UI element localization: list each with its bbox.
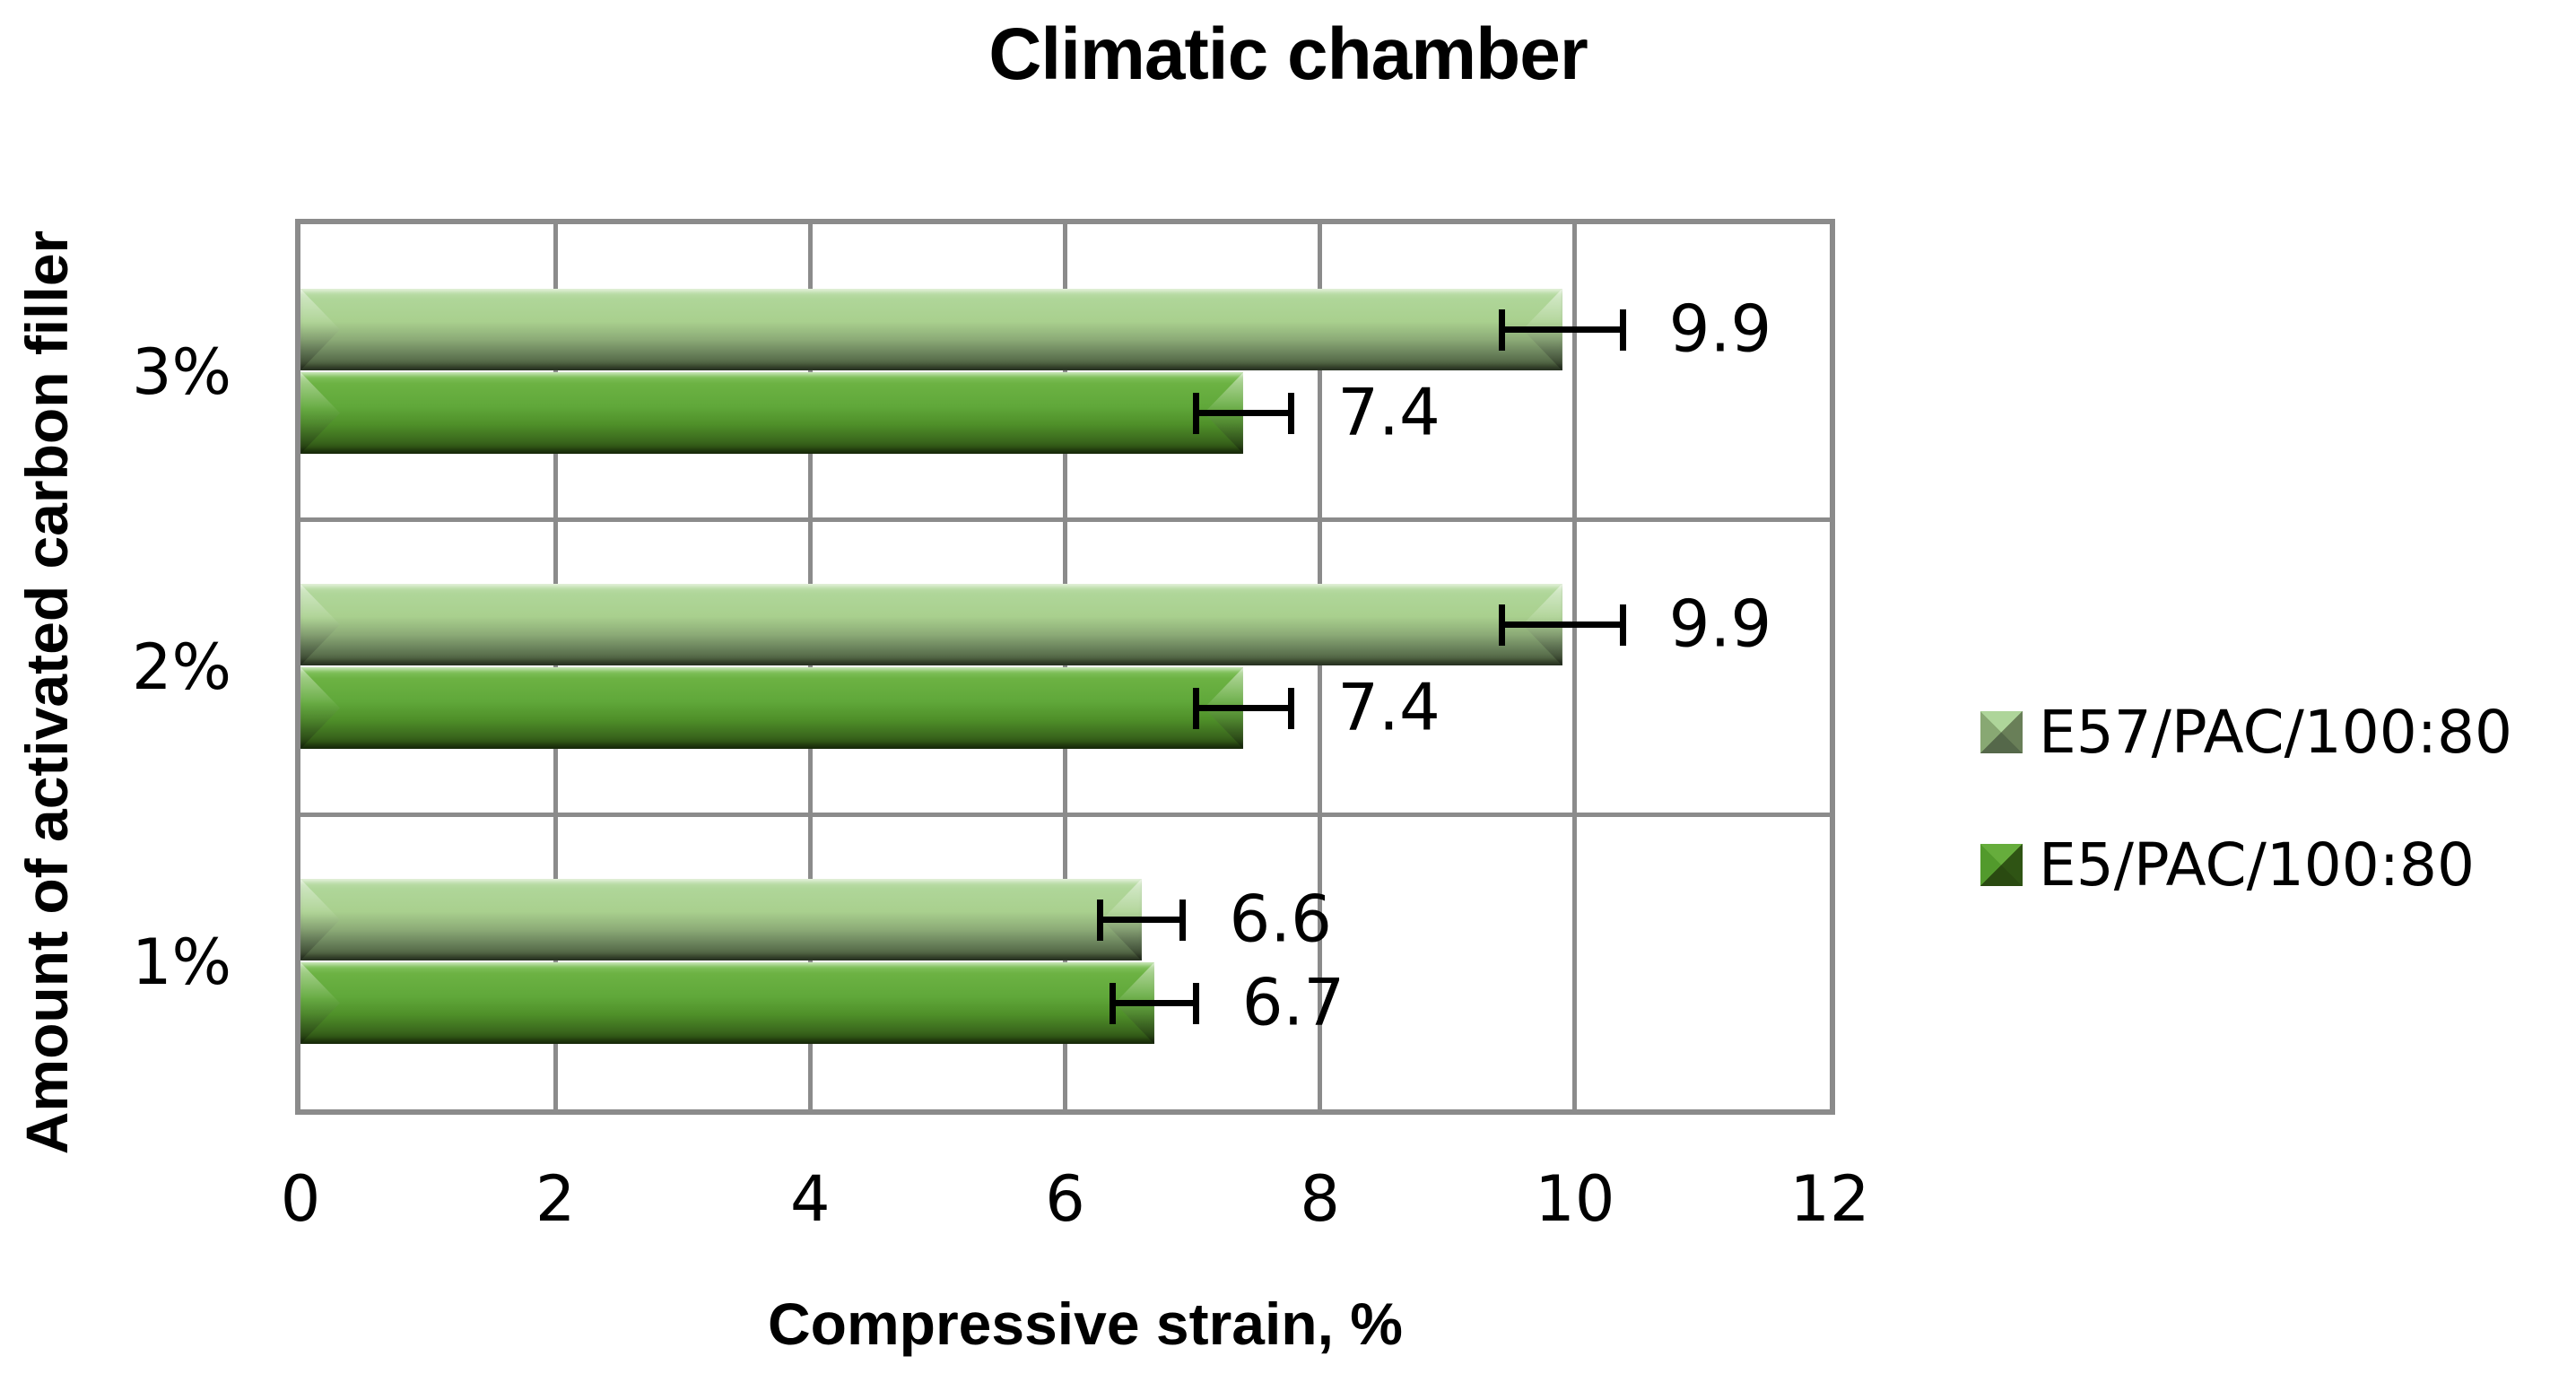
x-tick-label: 12: [1789, 1162, 1870, 1236]
error-bar-cap-right: [1179, 899, 1187, 941]
gridline-vertical: [1318, 224, 1323, 1109]
bar-series2-cat2: [300, 667, 1244, 749]
bar-series1-cat3: [300, 879, 1142, 960]
error-bar-cap-left: [1110, 982, 1117, 1024]
gridline-horizontal: [300, 517, 1830, 522]
error-bar-cap-left: [1097, 899, 1104, 941]
gridline-horizontal: [300, 812, 1830, 817]
error-bar-line: [1192, 704, 1295, 711]
error-bar-line: [1192, 409, 1295, 416]
data-label: 9.9: [1668, 585, 1772, 661]
error-bar: [1097, 899, 1187, 941]
error-bar: [1192, 687, 1295, 729]
plot-border: [295, 219, 1835, 1115]
bar-series1-cat2: [300, 584, 1562, 665]
error-bar-cap-right: [1288, 687, 1295, 729]
data-label: 7.4: [1337, 668, 1440, 744]
error-bar-cap-left: [1192, 687, 1199, 729]
x-tick-label: 4: [790, 1162, 831, 1236]
error-bar: [1498, 604, 1626, 646]
error-bar-cap-left: [1192, 392, 1199, 434]
x-tick-label: 2: [535, 1162, 576, 1236]
legend-marker-dark-icon: [1980, 843, 2023, 886]
x-tick-label: 0: [280, 1162, 321, 1236]
error-bar-cap-right: [1619, 309, 1626, 351]
category-label: 2%: [131, 630, 231, 704]
data-label: 7.4: [1337, 373, 1440, 449]
data-label: 6.6: [1229, 880, 1332, 956]
error-bar-line: [1498, 326, 1626, 333]
error-bar-line: [1097, 916, 1187, 923]
error-bar-cap-right: [1192, 982, 1199, 1024]
error-bar-line: [1110, 999, 1199, 1006]
bar-series2-cat3: [300, 962, 1154, 1044]
legend-label: E57/PAC/100:80: [2039, 697, 2512, 767]
legend: E57/PAC/100:80 E5/PAC/100:80: [1980, 691, 2512, 906]
error-bar: [1110, 982, 1199, 1024]
legend-marker-light-icon: [1980, 710, 2023, 753]
x-tick-label: 10: [1535, 1162, 1615, 1236]
legend-item-e57-pac-100-80: E57/PAC/100:80: [1980, 691, 2512, 773]
error-bar-cap-left: [1498, 604, 1505, 646]
legend-item-e5-pac-100-80: E5/PAC/100:80: [1980, 823, 2512, 906]
error-bar-cap-left: [1498, 309, 1505, 351]
category-label: 1%: [131, 925, 231, 999]
error-bar: [1498, 309, 1626, 351]
chart-title: Climatic chamber: [988, 13, 1588, 95]
bar-series1-cat1: [300, 289, 1562, 370]
error-bar-cap-right: [1288, 392, 1295, 434]
error-bar-cap-right: [1619, 604, 1626, 646]
data-label: 9.9: [1668, 290, 1772, 366]
plot-area: 9.9 7.4 9.9 7.4 6.6 6.7: [295, 219, 1835, 1115]
category-label: 3%: [131, 335, 231, 409]
data-label: 6.7: [1241, 963, 1345, 1039]
x-tick-label: 6: [1045, 1162, 1085, 1236]
x-axis-title: Compressive strain, %: [768, 1291, 1403, 1357]
error-bar-line: [1498, 621, 1626, 628]
gridline-vertical: [1572, 224, 1578, 1109]
x-tick-label: 8: [1300, 1162, 1340, 1236]
error-bar: [1192, 392, 1295, 434]
legend-label: E5/PAC/100:80: [2039, 830, 2476, 900]
bar-series2-cat1: [300, 372, 1244, 454]
